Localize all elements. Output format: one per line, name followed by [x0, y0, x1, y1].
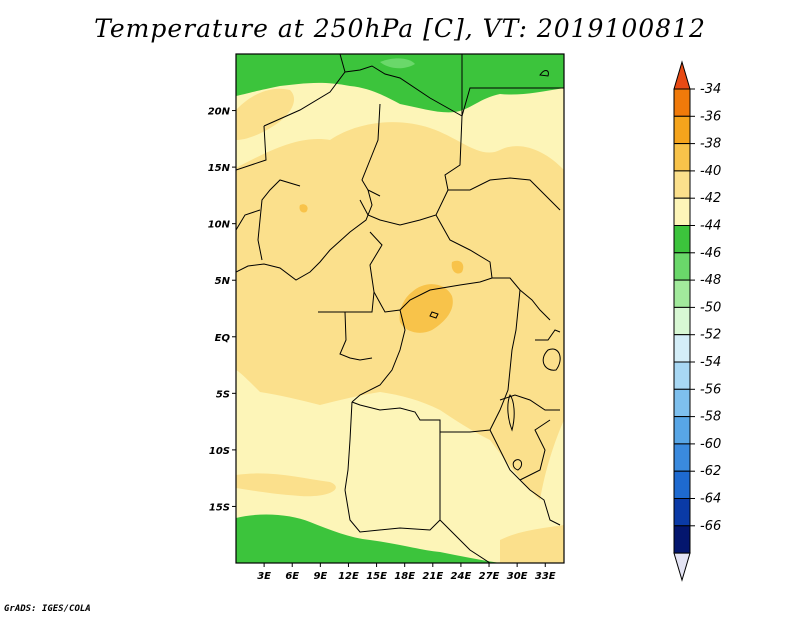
- colorbar-swatch: [673, 361, 691, 390]
- lat-label: 10N: [208, 220, 231, 231]
- colorbar-swatch: [673, 143, 691, 172]
- lat-label: 5N: [215, 276, 231, 287]
- lon-label: 3E: [257, 571, 271, 582]
- country-boundaries: [236, 54, 564, 563]
- colorbar-label: -44: [700, 219, 721, 234]
- lat-label: 20N: [208, 107, 231, 118]
- lon-label: 33E: [535, 571, 556, 582]
- colorbar-label: -58: [700, 410, 721, 425]
- colorbar-swatch: [673, 115, 691, 145]
- colorbar-swatch: [673, 498, 691, 527]
- map-title: Temperature at 250hPa [C], VT: 201910081…: [94, 14, 706, 43]
- lon-label: 30E: [507, 571, 528, 582]
- longitude-axis: 3E 6E 9E 12E 15E 18E 21E 24E 27E 30E 33E: [257, 563, 556, 582]
- colorbar-swatch: [673, 334, 691, 363]
- field-band-40b: [236, 88, 295, 140]
- lon-label: 18E: [394, 571, 415, 582]
- lat-label: 15N: [208, 163, 231, 174]
- field-band-46-north: [380, 58, 415, 69]
- lon-label: 24E: [451, 571, 472, 582]
- field-band-38b: [451, 260, 464, 274]
- lon-label: 15E: [366, 571, 387, 582]
- colorbar-swatch: [673, 470, 691, 500]
- colorbar-bottom-arrow: [673, 552, 691, 582]
- lon-label: 12E: [338, 571, 359, 582]
- lat-label: 5S: [216, 389, 230, 400]
- field-band-44-south: [236, 514, 500, 563]
- colorbar-label: -56: [700, 382, 721, 397]
- colorbar-label: -34: [700, 82, 721, 97]
- colorbar-label: -62: [700, 464, 721, 479]
- grads-credit: GrADS: IGES/COLA: [4, 604, 91, 614]
- colorbar-label: -54: [700, 355, 721, 370]
- lon-label: 6E: [285, 571, 299, 582]
- colorbar-label: -36: [700, 109, 721, 124]
- temperature-field: [236, 54, 564, 563]
- colorbar-label: -38: [700, 137, 721, 152]
- lon-label: 9E: [313, 571, 327, 582]
- colorbar-label: -64: [700, 492, 721, 507]
- colorbar-swatch: [673, 443, 691, 472]
- colorbar-swatch: [673, 170, 691, 199]
- field-band-38: [399, 284, 453, 333]
- lon-label: 21E: [422, 571, 443, 582]
- field-band-38c: [299, 204, 308, 213]
- field-band-40d: [500, 525, 564, 563]
- colorbar-label: -46: [700, 246, 721, 261]
- colorbar-label: -66: [700, 519, 721, 534]
- colorbar-swatch: [673, 525, 691, 554]
- colorbar-label: -40: [700, 164, 721, 179]
- latitude-axis: 20N 15N 10N 5N EQ 5S 10S 15S: [208, 107, 236, 513]
- colorbar-swatch: [673, 225, 691, 254]
- lat-label: 10S: [209, 446, 230, 457]
- field-band-44-north: [236, 54, 564, 113]
- lat-label: EQ: [215, 333, 231, 344]
- colorbar-swatch: [673, 88, 691, 117]
- colorbar-label: -42: [700, 191, 721, 206]
- colorbar-label: -52: [700, 328, 721, 343]
- field-band-40c: [236, 473, 336, 497]
- colorbar-swatch: [673, 197, 691, 226]
- lakes: [429, 70, 561, 471]
- colorbar-label: -48: [700, 273, 721, 288]
- map-frame: [235, 53, 565, 564]
- lon-label: 27E: [479, 571, 500, 582]
- colorbar-swatch: [673, 252, 691, 281]
- colorbar-swatch: [673, 416, 691, 445]
- colorbar-swatch: [673, 388, 691, 418]
- colorbar-swatch: [673, 306, 691, 336]
- colorbar-top-arrow: [673, 60, 691, 90]
- colorbar-label: -50: [700, 300, 721, 315]
- colorbar-label: -60: [700, 437, 721, 452]
- colorbar: -34 -36 -38 -40 -42 -44 -46 -48 -50 -52 -54 -56 -58 -…: [673, 60, 721, 582]
- colorbar-swatch: [673, 279, 691, 308]
- lat-label: 15S: [209, 502, 230, 513]
